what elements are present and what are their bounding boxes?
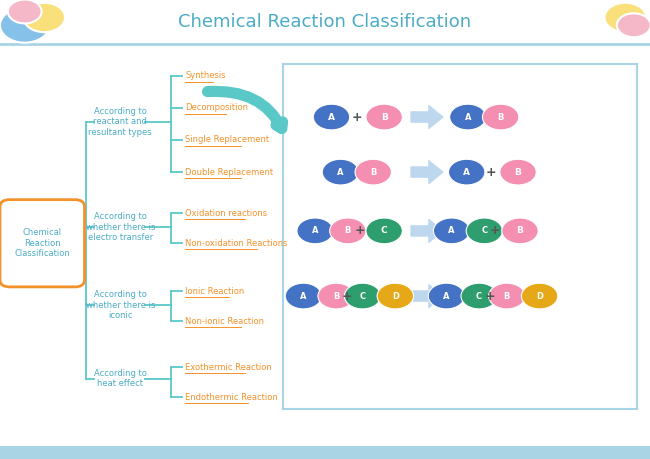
Text: +: + (485, 290, 495, 302)
Circle shape (461, 283, 497, 309)
Circle shape (521, 283, 558, 309)
Text: A: A (300, 291, 307, 301)
Text: Endothermic Reaction: Endothermic Reaction (185, 392, 278, 402)
Text: Oxidation reactions: Oxidation reactions (185, 209, 267, 218)
Circle shape (344, 283, 381, 309)
Text: Double Replacement: Double Replacement (185, 168, 274, 177)
Circle shape (330, 218, 366, 244)
Text: Single Replacement: Single Replacement (185, 135, 269, 145)
Text: A: A (312, 226, 318, 235)
Text: +: + (352, 111, 362, 123)
Text: +: + (342, 290, 352, 302)
Circle shape (482, 104, 519, 130)
Circle shape (0, 8, 49, 43)
Circle shape (448, 159, 485, 185)
Circle shape (318, 283, 354, 309)
Text: According to
whether there is
electro transfer: According to whether there is electro tr… (86, 213, 155, 242)
Text: A: A (463, 168, 470, 177)
Polygon shape (411, 219, 443, 243)
Text: C: C (476, 291, 482, 301)
Circle shape (466, 218, 502, 244)
Circle shape (322, 159, 359, 185)
Text: Ionic Reaction: Ionic Reaction (185, 287, 244, 296)
Text: C: C (381, 226, 387, 235)
Circle shape (8, 0, 42, 23)
Circle shape (366, 104, 402, 130)
Circle shape (297, 218, 333, 244)
Text: A: A (328, 112, 335, 122)
FancyArrowPatch shape (207, 91, 283, 129)
Text: Chemical
Reaction
Classification: Chemical Reaction Classification (14, 229, 70, 258)
Text: +: + (490, 224, 501, 237)
Text: Non-oxidation Reactions: Non-oxidation Reactions (185, 239, 288, 248)
Circle shape (285, 283, 322, 309)
Circle shape (500, 159, 536, 185)
Polygon shape (411, 284, 443, 308)
Text: B: B (344, 226, 351, 235)
Text: +: + (486, 166, 497, 179)
Circle shape (23, 3, 65, 32)
Text: Exothermic Reaction: Exothermic Reaction (185, 363, 272, 372)
Text: A: A (448, 226, 455, 235)
FancyBboxPatch shape (0, 446, 650, 459)
Text: B: B (370, 168, 376, 177)
Text: B: B (497, 112, 504, 122)
Text: C: C (481, 226, 488, 235)
Text: D: D (392, 291, 399, 301)
Text: Decomposition: Decomposition (185, 103, 248, 112)
Circle shape (313, 104, 350, 130)
Circle shape (604, 3, 646, 32)
Circle shape (502, 218, 538, 244)
Text: A: A (465, 112, 471, 122)
Text: C: C (359, 291, 366, 301)
Circle shape (428, 283, 465, 309)
FancyBboxPatch shape (0, 200, 84, 287)
Text: B: B (381, 112, 387, 122)
Text: Non-ionic Reaction: Non-ionic Reaction (185, 317, 265, 326)
Text: Chemical Reaction Classification: Chemical Reaction Classification (179, 13, 471, 31)
Text: According to
whether there is
iconic: According to whether there is iconic (86, 291, 155, 320)
Text: B: B (517, 226, 523, 235)
Text: According to
heat effect: According to heat effect (94, 369, 147, 388)
FancyBboxPatch shape (283, 64, 637, 409)
Text: According to
reactant and
resultant types: According to reactant and resultant type… (88, 107, 152, 136)
Circle shape (489, 283, 525, 309)
Text: B: B (504, 291, 510, 301)
Polygon shape (411, 160, 443, 184)
Circle shape (377, 283, 413, 309)
Circle shape (434, 218, 470, 244)
Text: A: A (443, 291, 450, 301)
Circle shape (450, 104, 486, 130)
Text: B: B (333, 291, 339, 301)
Circle shape (617, 13, 650, 37)
Polygon shape (411, 105, 443, 129)
Text: Synthesis: Synthesis (185, 71, 226, 80)
Text: A: A (337, 168, 344, 177)
Text: B: B (515, 168, 521, 177)
Circle shape (366, 218, 402, 244)
Circle shape (355, 159, 391, 185)
Text: D: D (536, 291, 543, 301)
Text: +: + (355, 224, 365, 237)
